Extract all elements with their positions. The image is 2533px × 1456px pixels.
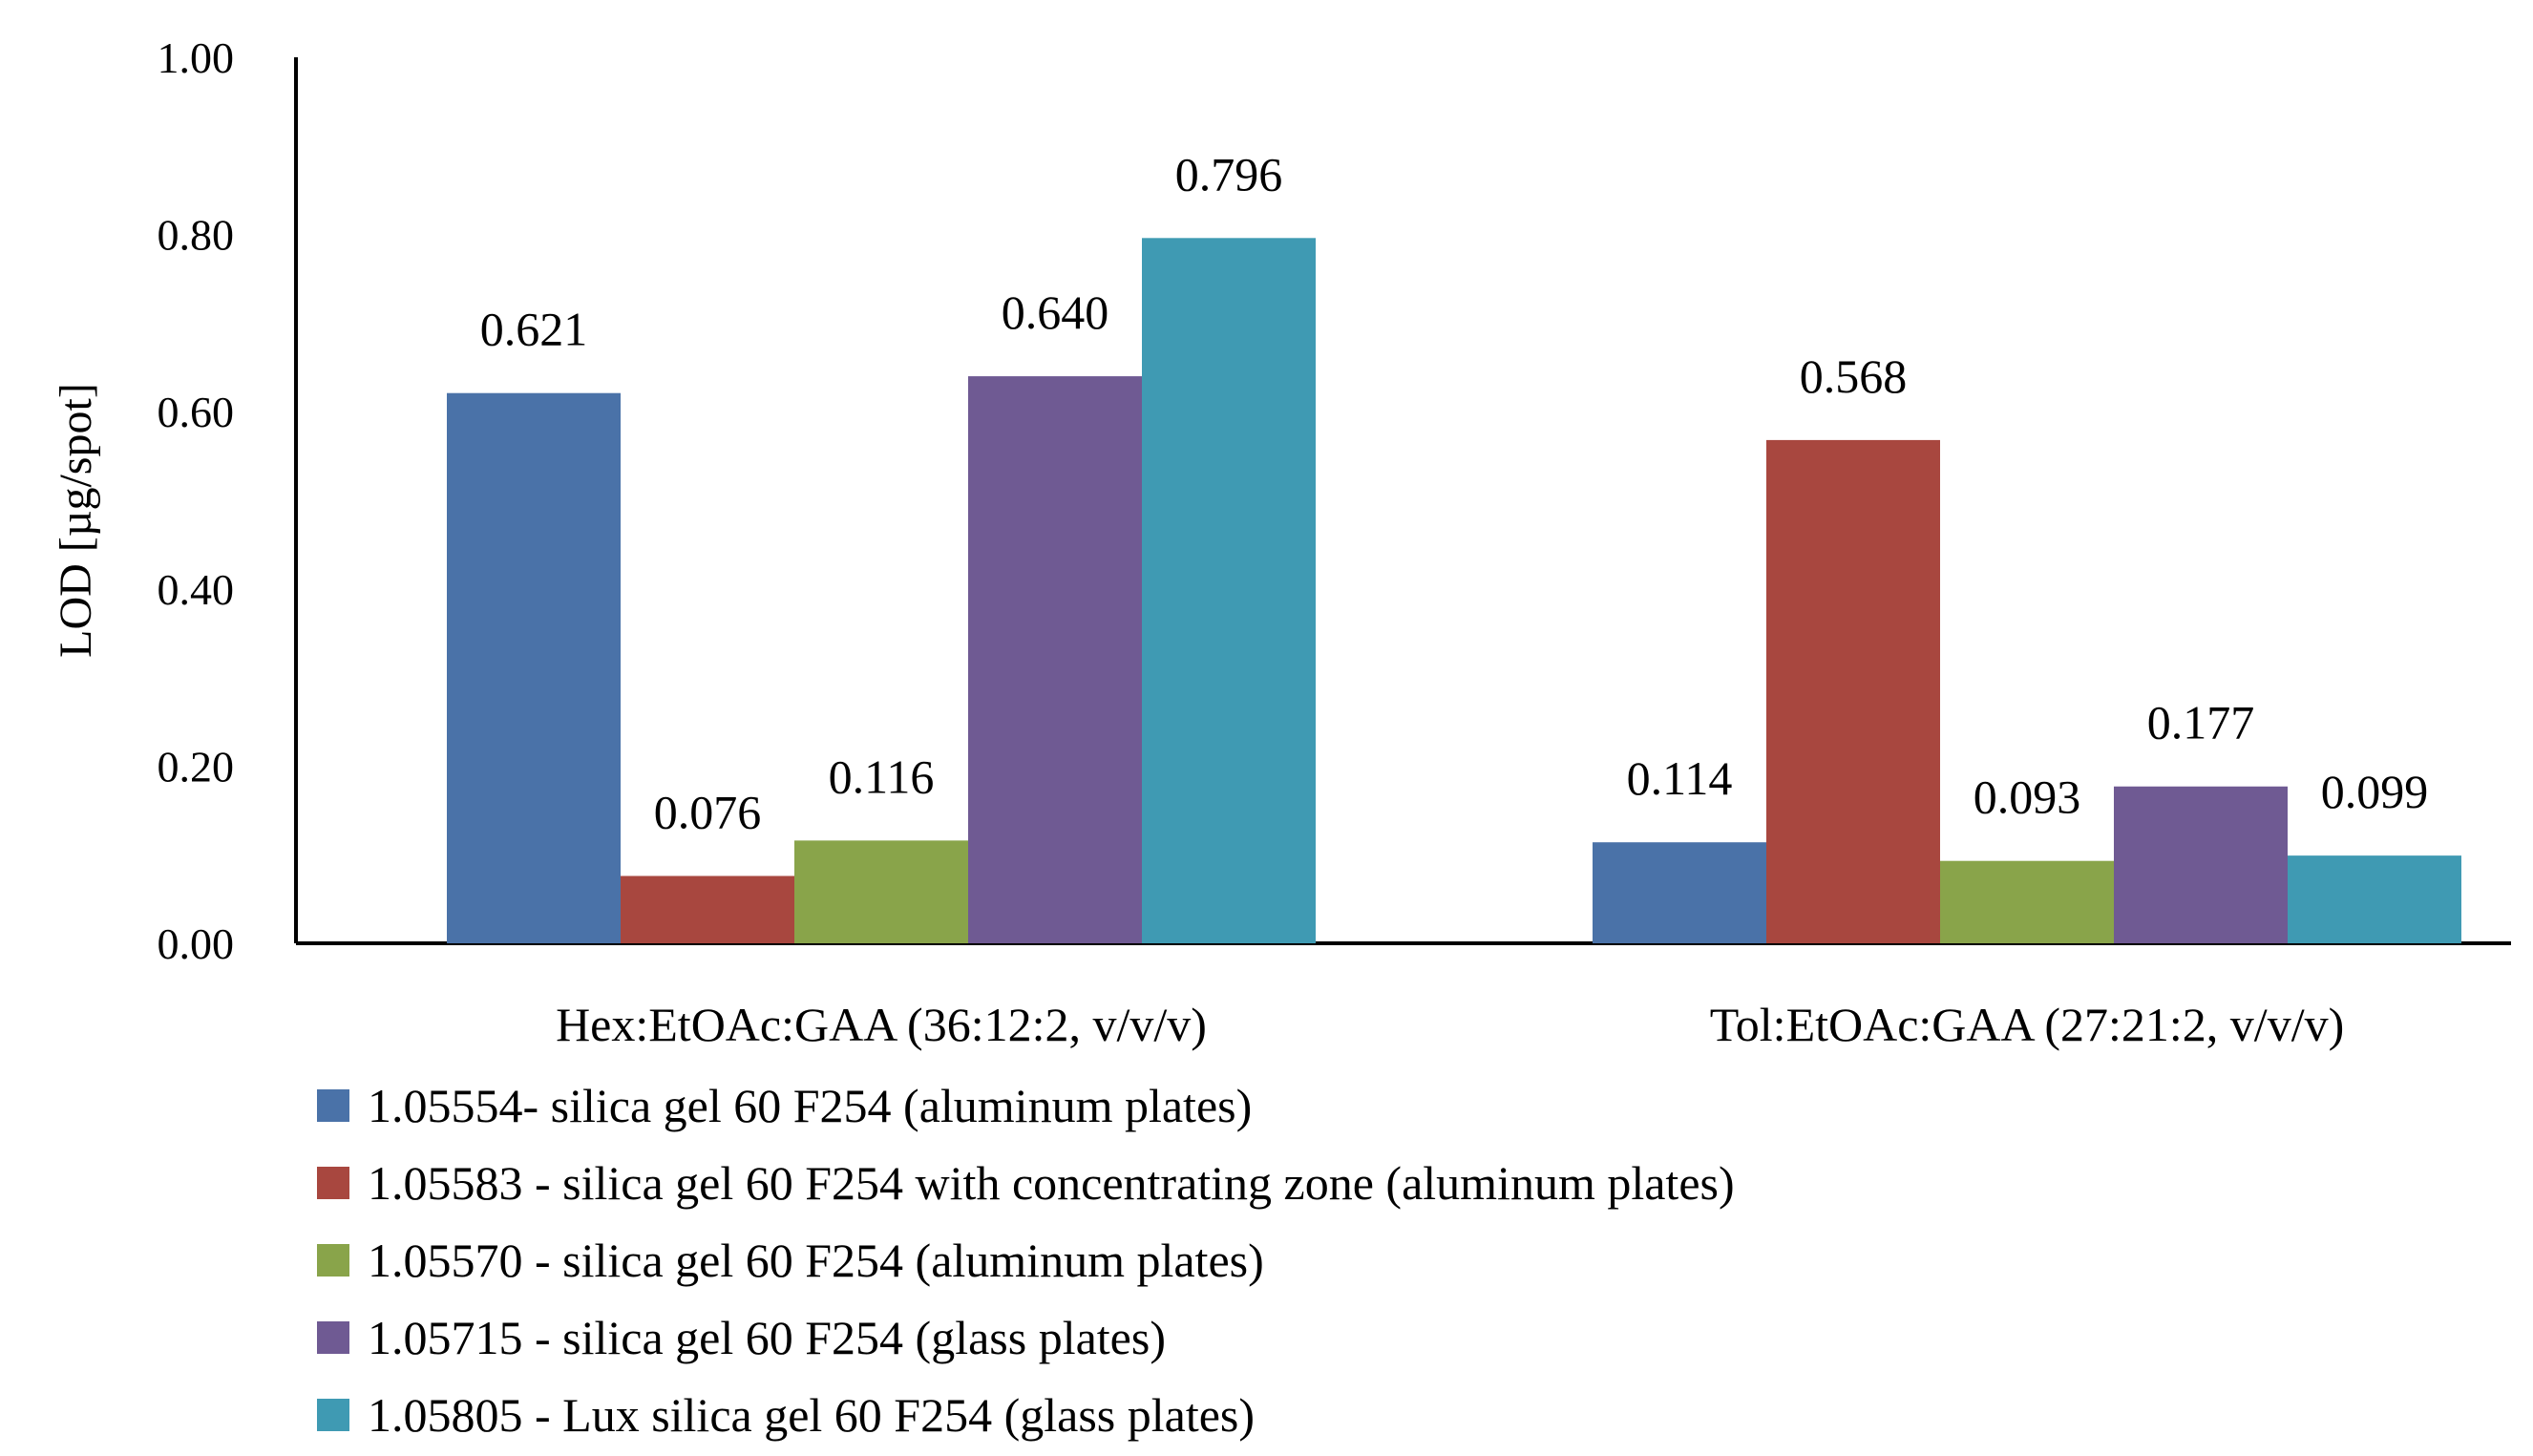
- legend-swatch: [317, 1399, 349, 1431]
- bar: [794, 840, 968, 943]
- data-label: 0.640: [1002, 285, 1109, 339]
- legend-label: 1.05583 - silica gel 60 F254 with concen…: [368, 1156, 1735, 1210]
- bar: [968, 376, 1142, 944]
- category-label: Hex:EtOAc:GAA (36:12:2, v/v/v): [556, 998, 1207, 1051]
- legend-label: 1.05715 - silica gel 60 F254 (glass plat…: [368, 1311, 1166, 1364]
- bar: [447, 392, 621, 943]
- data-label: 0.114: [1627, 751, 1733, 805]
- legend-label: 1.05805 - Lux silica gel 60 F254 (glass …: [368, 1388, 1255, 1442]
- bar: [621, 876, 794, 943]
- category-labels: Hex:EtOAc:GAA (36:12:2, v/v/v) Tol:EtOAc:…: [556, 998, 2344, 1051]
- data-label: 0.099: [2321, 765, 2429, 818]
- data-label: 0.177: [2147, 696, 2255, 749]
- bar: [1142, 238, 1316, 943]
- legend-label: 1.05554- silica gel 60 F254 (aluminum pl…: [368, 1079, 1252, 1132]
- y-tick-label: 0.60: [158, 388, 235, 436]
- data-label: 0.093: [1974, 770, 2081, 824]
- bar: [1766, 439, 1940, 943]
- y-axis-title: LOD [µg/spot]: [51, 383, 101, 658]
- bar: [1940, 860, 2114, 943]
- legend-swatch: [317, 1167, 349, 1199]
- data-label: 0.116: [829, 749, 935, 803]
- data-label: 0.621: [480, 303, 588, 356]
- y-tick-label: 0.20: [158, 742, 235, 791]
- data-label: 0.076: [654, 785, 762, 838]
- category-label: Tol:EtOAc:GAA (27:21:2, v/v/v): [1710, 998, 2345, 1051]
- y-tick-label: 0.80: [158, 211, 235, 260]
- legend-label: 1.05570 - silica gel 60 F254 (aluminum p…: [368, 1234, 1264, 1287]
- data-label: 0.796: [1175, 147, 1283, 200]
- legend-swatch: [317, 1089, 349, 1122]
- legend: 1.05554- silica gel 60 F254 (aluminum pl…: [317, 1079, 1735, 1442]
- legend-swatch: [317, 1321, 349, 1354]
- bars: [447, 238, 2461, 944]
- legend-swatch: [317, 1244, 349, 1277]
- y-tick-label: 0.40: [158, 565, 235, 614]
- data-label: 0.568: [1800, 349, 1908, 403]
- y-tick-label: 1.00: [158, 33, 235, 82]
- y-tick-label: 0.00: [158, 919, 235, 968]
- bar: [2114, 786, 2288, 943]
- bar: [2288, 855, 2461, 943]
- data-labels: 0.621 0.114 0.076 0.568 0.116 0.093 0.640 0.177…: [480, 147, 2429, 838]
- bar: [1593, 842, 1766, 943]
